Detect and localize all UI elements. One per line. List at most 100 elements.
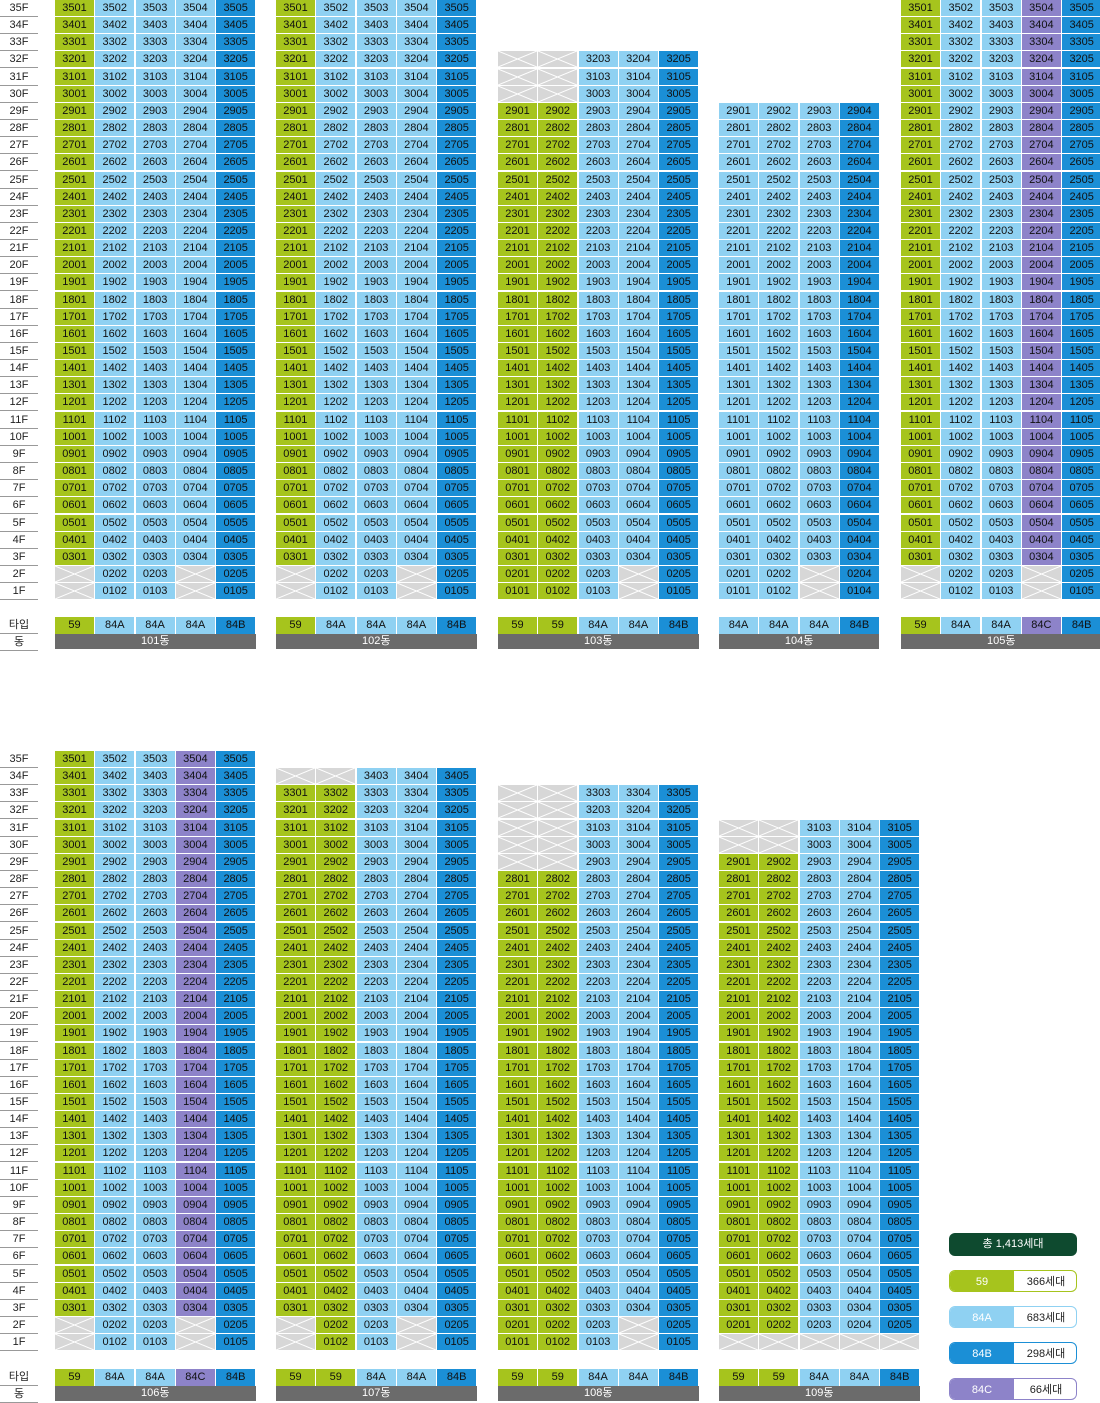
unit-cell[interactable]: 1505 [659, 1094, 699, 1110]
unit-cell[interactable]: 0903 [356, 445, 396, 462]
unit-cell[interactable]: 2403 [981, 188, 1021, 205]
unit-cell[interactable]: 2303 [356, 956, 396, 973]
unit-cell[interactable]: 1205 [216, 1145, 256, 1162]
unit-cell[interactable]: 2404 [396, 188, 436, 205]
unit-cell[interactable]: 1901 [276, 1025, 315, 1042]
unit-cell[interactable]: 1604 [175, 1076, 215, 1093]
unit-cell[interactable]: 2301 [901, 205, 940, 222]
unit-cell[interactable]: 0301 [276, 1299, 315, 1316]
unit-cell[interactable]: 2102 [95, 240, 135, 257]
unit-cell[interactable]: 1002 [941, 428, 981, 445]
unit-cell[interactable]: 3203 [135, 802, 175, 819]
unit-cell[interactable]: 2503 [356, 922, 396, 939]
unit-cell[interactable]: 0105 [216, 583, 256, 600]
unit-cell[interactable]: 1801 [498, 1042, 537, 1059]
unit-cell[interactable]: 1004 [175, 428, 215, 445]
unit-cell[interactable]: 0802 [759, 463, 799, 480]
unit-cell[interactable]: 0303 [356, 1299, 396, 1316]
unit-cell[interactable]: 2001 [276, 257, 315, 274]
unit-cell[interactable]: 1102 [316, 1162, 356, 1179]
unit-cell[interactable]: 2001 [276, 1008, 315, 1025]
unit-cell[interactable]: 3301 [901, 34, 940, 51]
unit-cell[interactable]: 0602 [538, 497, 578, 514]
unit-cell[interactable]: 0504 [175, 514, 215, 531]
unit-cell[interactable]: 2801 [276, 871, 315, 888]
unit-cell[interactable]: 1704 [175, 308, 215, 325]
unit-cell[interactable]: 2205 [659, 973, 699, 990]
unit-cell[interactable]: 0403 [799, 531, 839, 548]
unit-cell[interactable]: 0903 [799, 445, 839, 462]
unit-cell[interactable]: 1803 [135, 1042, 175, 1059]
unit-cell[interactable]: 0601 [276, 497, 315, 514]
unit-cell[interactable]: 2005 [659, 257, 699, 274]
unit-cell[interactable]: 1901 [498, 274, 537, 291]
unit-cell[interactable]: 3402 [95, 17, 135, 34]
unit-cell[interactable]: 0603 [578, 497, 618, 514]
unit-cell[interactable]: 0905 [880, 1196, 920, 1213]
unit-cell[interactable]: 2802 [759, 871, 799, 888]
unit-cell[interactable]: 2805 [1062, 120, 1100, 137]
unit-cell[interactable]: 3004 [618, 85, 658, 102]
unit-cell[interactable]: 3302 [941, 34, 981, 51]
unit-cell[interactable]: 2303 [578, 956, 618, 973]
unit-cell[interactable]: 3202 [316, 802, 356, 819]
unit-cell[interactable]: 2801 [719, 120, 758, 137]
unit-cell[interactable]: 1305 [1062, 377, 1100, 394]
unit-cell[interactable]: 1001 [276, 428, 315, 445]
unit-cell[interactable]: 0404 [618, 531, 658, 548]
unit-cell[interactable]: 2704 [839, 137, 879, 154]
unit-cell[interactable]: 0801 [719, 1214, 758, 1231]
unit-cell[interactable]: 2602 [538, 154, 578, 171]
unit-cell[interactable]: 3303 [135, 34, 175, 51]
unit-cell[interactable]: 2902 [538, 102, 578, 119]
unit-cell[interactable]: 0102 [538, 583, 578, 600]
unit-cell[interactable]: 1901 [498, 1025, 537, 1042]
unit-cell[interactable]: 3502 [95, 0, 135, 16]
unit-cell[interactable]: 3004 [1021, 85, 1061, 102]
unit-cell[interactable]: 0605 [437, 1248, 477, 1265]
unit-cell[interactable]: 2601 [498, 154, 537, 171]
unit-cell[interactable]: 2401 [719, 188, 758, 205]
unit-cell[interactable]: 0803 [981, 463, 1021, 480]
unit-cell[interactable]: 1205 [1062, 394, 1100, 411]
unit-cell[interactable]: 0804 [618, 463, 658, 480]
unit-cell[interactable]: 2203 [799, 973, 839, 990]
unit-cell[interactable]: 2905 [659, 102, 699, 119]
unit-cell[interactable]: 1004 [618, 428, 658, 445]
unit-cell[interactable]: 0701 [719, 480, 758, 497]
unit-cell[interactable]: 1502 [538, 1094, 578, 1110]
unit-cell[interactable]: 0904 [175, 1196, 215, 1213]
unit-cell[interactable]: 2102 [316, 240, 356, 257]
unit-cell[interactable]: 0903 [135, 445, 175, 462]
unit-cell[interactable]: 1901 [55, 1025, 94, 1042]
unit-cell[interactable]: 0201 [498, 1316, 537, 1333]
unit-cell[interactable]: 1601 [276, 1076, 315, 1093]
unit-cell[interactable]: 1803 [578, 1042, 618, 1059]
unit-cell[interactable]: 3003 [799, 836, 839, 853]
unit-cell[interactable]: 2804 [175, 120, 215, 137]
unit-cell[interactable]: 0901 [719, 445, 758, 462]
unit-cell[interactable]: 1901 [719, 274, 758, 291]
unit-cell[interactable]: 2601 [55, 154, 94, 171]
unit-cell[interactable]: 0303 [578, 1299, 618, 1316]
unit-cell[interactable]: 0701 [901, 480, 940, 497]
unit-cell[interactable]: 1101 [498, 411, 537, 428]
unit-cell[interactable]: 1301 [55, 1128, 94, 1145]
unit-cell[interactable]: 2304 [618, 956, 658, 973]
unit-cell[interactable]: 1604 [396, 325, 436, 342]
unit-cell[interactable]: 3203 [356, 802, 396, 819]
unit-cell[interactable]: 0604 [839, 497, 879, 514]
unit-cell[interactable]: 0703 [799, 1231, 839, 1248]
unit-cell[interactable]: 2503 [578, 171, 618, 188]
unit-cell[interactable]: 0203 [135, 1316, 175, 1333]
unit-cell[interactable]: 0804 [839, 463, 879, 480]
unit-cell[interactable]: 2102 [759, 991, 799, 1008]
unit-cell[interactable]: 3304 [1021, 34, 1061, 51]
unit-cell[interactable]: 2005 [437, 1008, 477, 1025]
unit-cell[interactable]: 3501 [55, 751, 94, 767]
unit-cell[interactable]: 2004 [839, 257, 879, 274]
unit-cell[interactable]: 2004 [618, 257, 658, 274]
unit-cell[interactable]: 1204 [839, 394, 879, 411]
unit-cell[interactable]: 2202 [316, 973, 356, 990]
unit-cell[interactable]: 1304 [175, 1128, 215, 1145]
